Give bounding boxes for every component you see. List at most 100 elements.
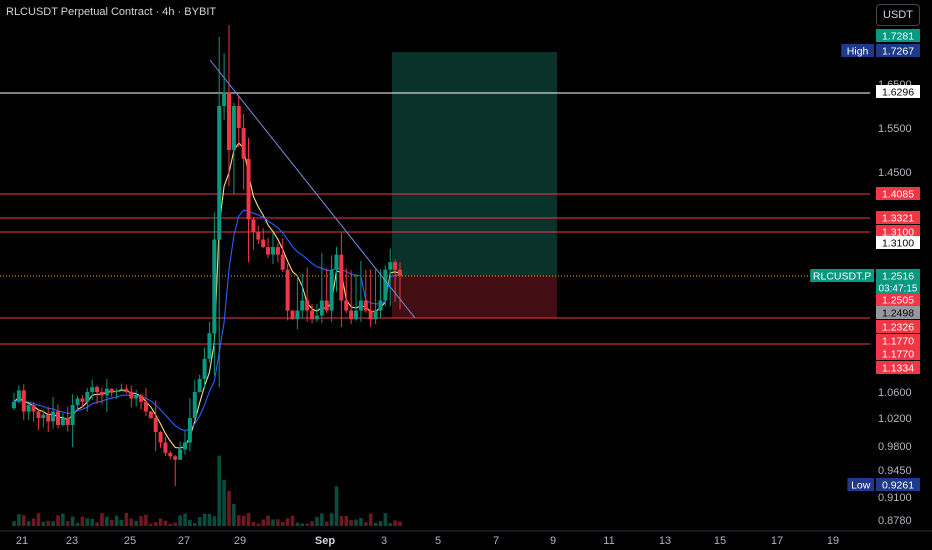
price-label [876, 44, 920, 57]
trendline[interactable] [209, 59, 416, 319]
position-profit-zone[interactable] [392, 52, 557, 276]
price-label-text: 1.3100 [882, 238, 914, 250]
volume-bar [305, 523, 309, 526]
volume-bar [21, 515, 26, 526]
countdown-text: 03:47:15 [879, 284, 918, 295]
volume-bar [80, 516, 85, 526]
volume-bar [285, 518, 290, 526]
volume-bar [354, 519, 358, 526]
candle-body [41, 414, 46, 418]
x-tick-label: 7 [493, 535, 499, 547]
candle-body [99, 392, 104, 396]
candle-body [290, 310, 295, 320]
y-tick-label: 1.4500 [878, 167, 912, 179]
candle-body [354, 310, 359, 320]
x-tick-label: 3 [381, 535, 387, 547]
candle-body [329, 269, 334, 311]
candle-body [398, 269, 402, 276]
volume-bar [266, 515, 270, 526]
volume-bar [359, 518, 363, 526]
candle-body [378, 300, 383, 311]
price-label-text: 1.1770 [882, 336, 914, 348]
volume-bar [241, 515, 246, 526]
position-loss-zone[interactable] [392, 276, 557, 318]
price-tag [810, 269, 874, 282]
candle-body [187, 418, 192, 443]
volume-bar [393, 520, 397, 526]
volume-bar [61, 513, 65, 526]
volume-bar [70, 516, 75, 526]
price-label-text: 1.7267 [882, 46, 914, 58]
candle-body [222, 92, 227, 106]
candle-body [129, 392, 134, 399]
candle-body [266, 247, 271, 255]
price-tag-text: RLCUSDT.P [813, 271, 871, 283]
candle-body [270, 247, 275, 255]
volume-bar [144, 514, 148, 526]
volume-bar [207, 513, 212, 526]
candle-body [324, 300, 329, 311]
price-label-text: 1.1334 [882, 363, 914, 375]
volume-bar [109, 519, 114, 526]
volume-bar [232, 504, 236, 526]
volume-bar [315, 516, 319, 526]
volume-bar [300, 523, 305, 526]
price-label-text: 1.7281 [882, 31, 914, 43]
volume-bar [75, 522, 80, 526]
price-label [876, 225, 920, 238]
candle-body [148, 411, 153, 418]
volume-bar [26, 521, 31, 526]
volume-bar [124, 512, 129, 526]
price-label [876, 347, 920, 360]
price-label [876, 29, 920, 42]
volume-bar [56, 515, 60, 526]
chart-title: RLCUSDT Perpetual Contract · 4h · BYBIT [6, 6, 217, 18]
x-tick-label: 5 [435, 535, 441, 547]
volume-bar [119, 519, 124, 526]
candle-body [261, 239, 266, 248]
price-label [876, 361, 920, 374]
candle-body [153, 418, 158, 432]
candle-body [173, 456, 178, 460]
volume-bar [202, 513, 207, 526]
price-label-text: 1.2326 [882, 322, 914, 334]
candle-body [349, 310, 354, 320]
price-tag-text: High [847, 46, 869, 58]
price-label [876, 85, 920, 98]
volume-bar [368, 513, 373, 526]
candle-body [226, 92, 231, 150]
volume-bar [153, 522, 158, 526]
volume-bar [276, 519, 280, 526]
volume-bar [251, 521, 256, 526]
volume-bar [378, 521, 383, 526]
price-label-text: 1.2505 [882, 295, 914, 307]
volume-bar [261, 519, 265, 526]
candle-body [114, 390, 119, 392]
price-tag [847, 478, 874, 491]
currency-button[interactable]: USDT [876, 4, 920, 26]
candle-body [358, 300, 363, 311]
candle-body [256, 232, 261, 240]
candle-body [241, 128, 246, 159]
volume-bar [295, 522, 300, 526]
candle-body [217, 106, 222, 240]
candle-body [363, 300, 368, 311]
price-label [876, 306, 920, 319]
price-label-text: 1.3321 [882, 213, 914, 225]
y-tick-label: 1.0600 [878, 387, 912, 399]
price-label [876, 320, 920, 333]
volume-bar [90, 518, 94, 526]
volume-bar [168, 523, 173, 526]
price-label-text: 1.2516 [882, 271, 914, 283]
candle-body [314, 315, 319, 320]
candle-body [119, 388, 124, 391]
price-label [876, 334, 920, 347]
y-tick-label: 1.0200 [878, 413, 912, 425]
price-label [876, 478, 920, 491]
volume-bar [320, 513, 324, 526]
x-tick-label: 9 [550, 535, 556, 547]
candle-body [158, 432, 163, 443]
candle-body [388, 262, 393, 270]
candle-body [163, 442, 168, 453]
